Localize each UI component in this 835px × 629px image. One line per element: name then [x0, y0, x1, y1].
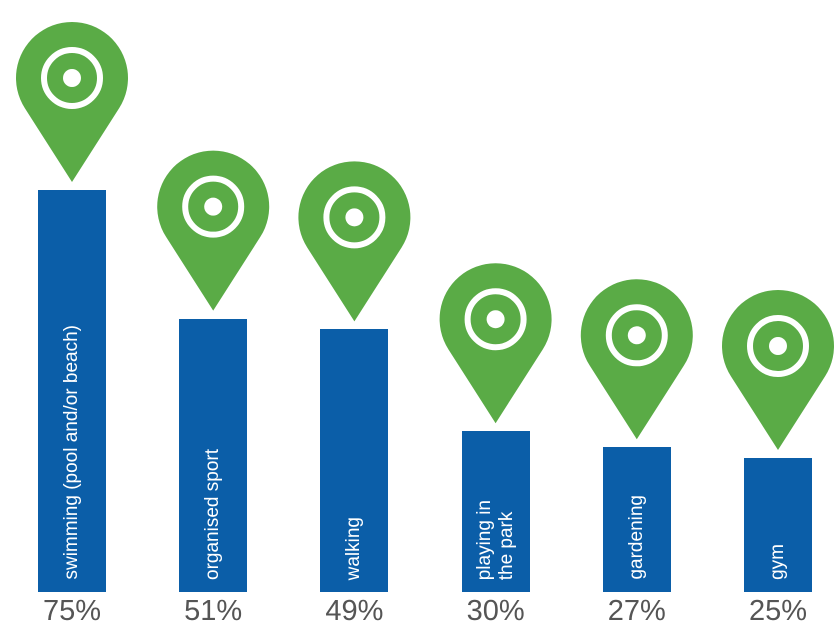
- pin: [298, 161, 411, 322]
- bar: [320, 329, 389, 592]
- pin: [157, 150, 270, 311]
- pin: [439, 263, 552, 424]
- value-label: 49%: [325, 595, 384, 627]
- value-label: 25%: [748, 595, 808, 627]
- value-label: 51%: [184, 595, 243, 627]
- value-label: 75%: [42, 595, 102, 627]
- pin-glyph-dot: [769, 337, 787, 355]
- category-label: swimming (pool and/or beach): [61, 325, 82, 580]
- category-label: organised sport: [202, 449, 224, 580]
- pin-glyph: [747, 315, 809, 377]
- pin-glyph: [182, 175, 245, 238]
- pin-glyph-dot: [345, 208, 364, 227]
- category-label: gardening: [625, 495, 647, 580]
- pin-glyph-dot: [204, 197, 223, 216]
- bar: [461, 431, 530, 592]
- pin-glyph-dot: [486, 310, 505, 329]
- value-label: 27%: [607, 595, 666, 627]
- pin-glyph: [605, 304, 668, 367]
- pin-glyph: [323, 186, 386, 249]
- pin-glyph-dot: [627, 326, 646, 345]
- category-label: playing in the park: [473, 500, 517, 581]
- pin: [16, 22, 129, 183]
- pin: [580, 279, 693, 440]
- value-label: 30%: [466, 595, 525, 627]
- pin-glyph: [464, 288, 527, 351]
- pin-glyph: [41, 47, 103, 109]
- category-label: gym: [767, 544, 788, 580]
- bar: [744, 458, 812, 592]
- bar: [38, 190, 106, 592]
- bar: [179, 318, 248, 592]
- bar: [602, 447, 671, 592]
- pin-glyph-dot: [63, 69, 81, 87]
- pin: [722, 290, 834, 450]
- category-label: walking: [343, 517, 365, 581]
